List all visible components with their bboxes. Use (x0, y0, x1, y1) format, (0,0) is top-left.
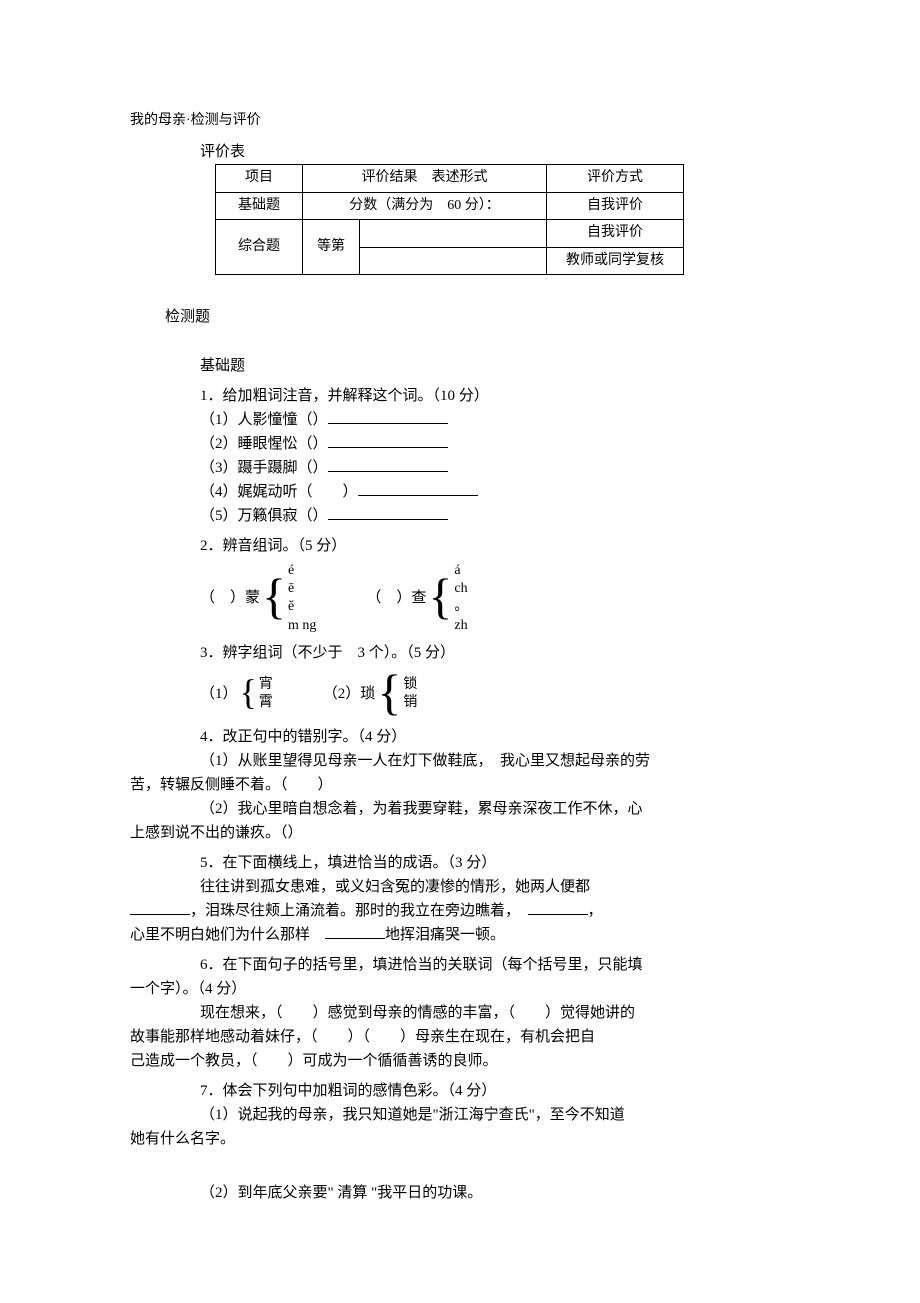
q1-item: （2）睡眼惺忪（） (130, 432, 790, 456)
opt: 霄 (259, 694, 273, 712)
cell: 基础题 (216, 192, 303, 219)
opt: m ng (288, 617, 316, 635)
eval-table: 项目 评价结果 表述形式 评价方式 基础题 分数（满分为 60 分）： 自我评价… (215, 164, 684, 275)
cell (360, 220, 547, 247)
q1-text: （3）蹑手蹑脚（） (200, 460, 328, 476)
cell: 评价方式 (547, 165, 684, 192)
cell: 自我评价 (547, 192, 684, 219)
q7-p1b: 她有什么名字。 (130, 1127, 790, 1151)
cell (360, 247, 547, 274)
table-row: 综合题 等第 自我评价 (216, 220, 684, 247)
q1-stem: 1．给加粗词注音，并解释这个词。（10 分） (130, 384, 790, 408)
q2-left: （ ）蒙 { é ē ě m ng (200, 562, 316, 635)
q2-braces: （ ）蒙 { é ē ě m ng （ ）查 { á ch 。 zh (130, 562, 790, 635)
q1-text: （4）娓娓动听（ ） (200, 484, 358, 500)
q2-right: （ ）查 { á ch 。 zh (366, 562, 468, 635)
q7-p1a: （1）说起我的母亲，我只知道她是"浙江海宁查氏"，至今不知道 (130, 1103, 790, 1127)
q1-item: （5）万籁俱寂（） (130, 504, 790, 528)
q4-p1b: 苦，转辗反侧睡不着。（ ） (130, 773, 790, 797)
cell: 自我评价 (547, 220, 684, 247)
brace-icon: { (428, 571, 452, 621)
q2-left-opts: é ē ě m ng (288, 562, 316, 635)
q5-p3b: 地挥泪痛哭一顿。 (385, 927, 505, 943)
q3-g1-opts: 宵 霄 (259, 676, 273, 712)
q3-g1-label: （1） (200, 682, 238, 706)
q2-right-opts: á ch 。 zh (454, 562, 468, 635)
q1-item: （4）娓娓动听（ ） (130, 480, 790, 504)
cell: 教师或同学复核 (547, 247, 684, 274)
q4-p1a: （1）从账里望得见母亲一人在灯下做鞋底， 我心里又想起母亲的劳 (130, 749, 790, 773)
eval-header: 评价表 (130, 140, 790, 164)
blank (325, 924, 385, 939)
opt: 宵 (259, 676, 273, 694)
q3-g1: （1） { 宵 霄 (200, 676, 273, 712)
page-root: 我的母亲·检测与评价 评价表 项目 评价结果 表述形式 评价方式 基础题 分数（… (0, 0, 920, 1303)
q5-p2b: ， (588, 903, 603, 919)
opt: 销 (403, 694, 417, 712)
opt: 。 (454, 598, 468, 616)
blank (358, 481, 478, 496)
q7-p2: （2）到年底父亲要" 清算 "我平日的功课。 (130, 1181, 790, 1205)
blank (328, 433, 448, 448)
q1-text: （2）睡眼惺忪（） (200, 436, 328, 452)
q5-stem: 5．在下面横线上，填进恰当的成语。（3 分） (130, 851, 790, 875)
q5-p1: 往往讲到孤女患难，或义妇含冤的凄惨的情形，她两人便都 (130, 875, 790, 899)
q3-g2: （2）琐 { 锁 销 (323, 669, 418, 719)
q2-stem: 2．辨音组词。（5 分） (130, 534, 790, 558)
q5-line3: 心里不明白她们为什么那样 地挥泪痛哭一顿。 (130, 923, 790, 947)
q2-right-pre: （ ）查 (366, 586, 426, 610)
q4-p2a: （2）我心里暗自想念着，为着我要穿鞋，累母亲深夜工作不休，心 (130, 797, 790, 821)
q3-g2-opts: 锁 销 (403, 676, 417, 712)
detect-header: 检测题 (130, 305, 790, 329)
cell: 项目 (216, 165, 303, 192)
blank (528, 900, 588, 915)
brace-icon: { (262, 571, 286, 621)
q1-item: （3）蹑手蹑脚（） (130, 456, 790, 480)
blank (328, 409, 448, 424)
q6-p1: 现在想来，（ ）感觉到母亲的情感的丰富，（ ）觉得她讲的 (130, 1001, 790, 1025)
cell: 综合题 (216, 220, 303, 275)
table-row: 基础题 分数（满分为 60 分）： 自我评价 (216, 192, 684, 219)
q3-stem: 3．辨字组词（不少于 3 个）。（5 分） (130, 641, 790, 665)
opt: zh (454, 617, 468, 635)
brace-icon: { (240, 674, 257, 710)
q2-left-pre: （ ）蒙 (200, 586, 260, 610)
opt: ě (288, 598, 316, 616)
blank (328, 505, 448, 520)
q5-p2a: ，泪珠尽往颊上涌流着。那时的我立在旁边瞧着， (190, 903, 513, 919)
blank (328, 457, 448, 472)
opt: ē (288, 580, 316, 598)
q7-stem: 7．体会下列句中加粗词的感情色彩。（4 分） (130, 1079, 790, 1103)
q5-line2: ，泪珠尽往颊上涌流着。那时的我立在旁边瞧着， ， (130, 899, 790, 923)
opt: á (454, 562, 468, 580)
q3-g2-label: （2）琐 (323, 682, 376, 706)
q6-stem2: 一个字）。（4 分） (130, 977, 790, 1001)
q4-stem: 4．改正句中的错别字。（4 分） (130, 725, 790, 749)
q1-text: （5）万籁俱寂（） (200, 508, 328, 524)
doc-title: 我的母亲·检测与评价 (130, 110, 790, 132)
q1-item: （1）人影憧憧（） (130, 408, 790, 432)
q6-p3: 己造成一个教员，（ ）可成为一个循循善诱的良师。 (130, 1049, 790, 1073)
q3-braces: （1） { 宵 霄 （2）琐 { 锁 销 (130, 669, 790, 719)
opt: ch (454, 580, 468, 598)
q6-stem1: 6．在下面句子的括号里，填进恰当的关联词（每个括号里，只能填 (130, 953, 790, 977)
blank (130, 900, 190, 915)
table-row: 项目 评价结果 表述形式 评价方式 (216, 165, 684, 192)
cell: 评价结果 表述形式 (303, 165, 547, 192)
base-header: 基础题 (130, 354, 790, 378)
q4-p2b: 上感到说不出的谦疚。（） (130, 821, 790, 845)
q1-text: （1）人影憧憧（） (200, 412, 328, 428)
brace-icon: { (377, 667, 401, 717)
spacer (130, 1151, 790, 1181)
cell: 分数（满分为 60 分）： (303, 192, 547, 219)
opt: 锁 (403, 676, 417, 694)
q6-p2: 故事能那样地感动着妹仔，（ ）（ ）母亲生在现在，有机会把自 (130, 1025, 790, 1049)
opt: é (288, 562, 316, 580)
q5-p3a: 心里不明白她们为什么那样 (130, 927, 310, 943)
cell: 等第 (303, 220, 360, 275)
